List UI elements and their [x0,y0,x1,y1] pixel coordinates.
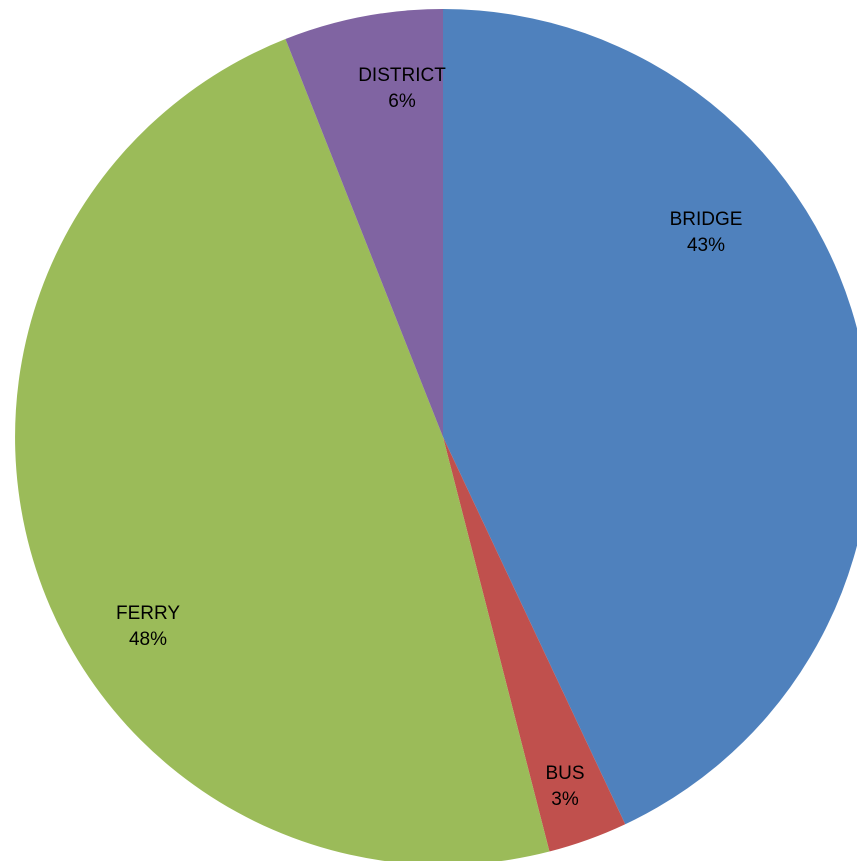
slice-percent-bridge: 43% [687,235,725,256]
slice-label-bus: BUS [545,763,584,784]
slice-percent-district: 6% [388,91,416,112]
pie-slices [15,9,857,861]
slice-percent-ferry: 48% [129,629,167,650]
slice-label-bridge: BRIDGE [670,209,743,230]
pie-data-labels: BRIDGE 43% BUS 3% FERRY 48% DISTRICT 6% [116,65,742,810]
pie-slice-ferry [15,39,550,861]
pie-slice-district [285,9,443,437]
pie-slice-bridge [443,9,857,825]
slice-label-district: DISTRICT [358,65,446,86]
pie-slice-bus [443,437,626,852]
slice-percent-bus: 3% [551,789,579,810]
slice-label-ferry: FERRY [116,603,180,624]
